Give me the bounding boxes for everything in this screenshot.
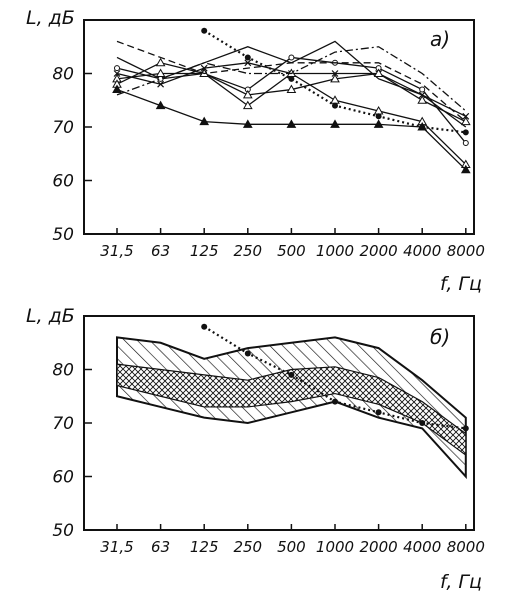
y-axis-label: L, дБ: [26, 7, 75, 29]
outer-band: [116, 336, 467, 480]
series-group: [112, 27, 471, 174]
x-tick-label: 31,5: [100, 538, 133, 556]
data-point: [330, 73, 340, 83]
data-point: [373, 68, 384, 77]
x-tick-label: 250: [233, 242, 262, 260]
data-point: [201, 27, 208, 34]
x-tick-label: 63: [151, 242, 170, 260]
data-point: [419, 86, 426, 93]
x-tick-label: 500: [277, 242, 306, 260]
data-point: [331, 70, 339, 77]
y-tick-label: 50: [52, 521, 74, 541]
x-tick-label: 8000: [447, 242, 485, 260]
x-tick-label: 1000: [316, 242, 354, 260]
band-group: [116, 323, 469, 480]
data-point: [462, 140, 469, 147]
series-line: [116, 40, 467, 128]
data-point: [244, 59, 252, 67]
data-point: [286, 84, 297, 94]
data-point: [460, 116, 471, 126]
data-point: [155, 100, 166, 110]
data-point: [417, 95, 428, 104]
x-tick-label: 250: [233, 538, 262, 556]
x-axis-label: f, Гц: [440, 273, 482, 295]
y-tick-label: 60: [52, 468, 74, 488]
y-tick-label: 80: [52, 361, 74, 381]
tick-group: 50 60 70 80 31,5 63 125 250 500 1000 2000 4000 8000: [52, 361, 485, 557]
data-point: [244, 350, 251, 357]
x-tick-label: 2000: [360, 538, 398, 556]
x-tick-label: 4000: [403, 538, 441, 556]
data-point: [114, 65, 120, 72]
x-tick-label: 500: [277, 538, 306, 556]
data-point: [201, 323, 208, 330]
y-tick-label: 50: [52, 225, 74, 245]
data-point: [199, 116, 210, 126]
x-tick-label: 125: [190, 538, 219, 556]
x-tick-label: 2000: [360, 242, 398, 260]
x-tick-label: 8000: [447, 538, 485, 556]
y-axis-label: L, дБ: [26, 305, 75, 327]
x-tick-label: 1000: [316, 538, 354, 556]
x-axis-label: f, Гц: [440, 571, 482, 593]
tick-group: 50 60 70 80 31,5 63 125 250 500 1000 2000 4000 8000: [52, 65, 485, 261]
data-point: [288, 371, 295, 378]
data-point: [288, 54, 295, 61]
data-point: [462, 425, 469, 432]
panel-label: а): [430, 27, 450, 51]
data-point: [419, 420, 426, 426]
data-point: [242, 89, 253, 99]
x-tick-label: 63: [151, 538, 170, 556]
data-point: [157, 80, 165, 88]
data-point: [330, 119, 340, 128]
data-point: [419, 124, 426, 130]
y-tick-label: 70: [52, 118, 74, 138]
data-point: [462, 129, 469, 136]
data-point: [288, 75, 295, 82]
data-point: [460, 164, 471, 174]
data-point: [332, 398, 338, 405]
data-point: [462, 112, 470, 120]
data-point: [155, 57, 166, 67]
data-point: [112, 84, 122, 94]
data-point: [332, 102, 338, 109]
series-line: [116, 40, 467, 123]
y-tick-label: 60: [52, 172, 74, 192]
series-line: [116, 88, 467, 171]
data-point: [418, 91, 426, 99]
data-point: [242, 100, 253, 110]
series-line: [116, 46, 467, 112]
x-tick-label: 125: [190, 242, 219, 260]
data-point: [375, 409, 382, 416]
data-point: [242, 119, 253, 128]
x-tick-label: 4000: [403, 242, 441, 260]
x-tick-label: 31,5: [100, 242, 133, 260]
data-point: [373, 119, 384, 128]
data-point: [113, 70, 121, 77]
data-point: [375, 113, 382, 120]
data-point: [244, 54, 251, 61]
y-tick-label: 80: [52, 65, 74, 85]
y-tick-label: 70: [52, 414, 74, 434]
panel-label: б): [430, 325, 450, 349]
data-point: [155, 68, 166, 77]
inner-band: [116, 363, 467, 457]
data-point: [286, 119, 297, 128]
data-point: [330, 95, 340, 104]
data-point: [200, 64, 208, 72]
